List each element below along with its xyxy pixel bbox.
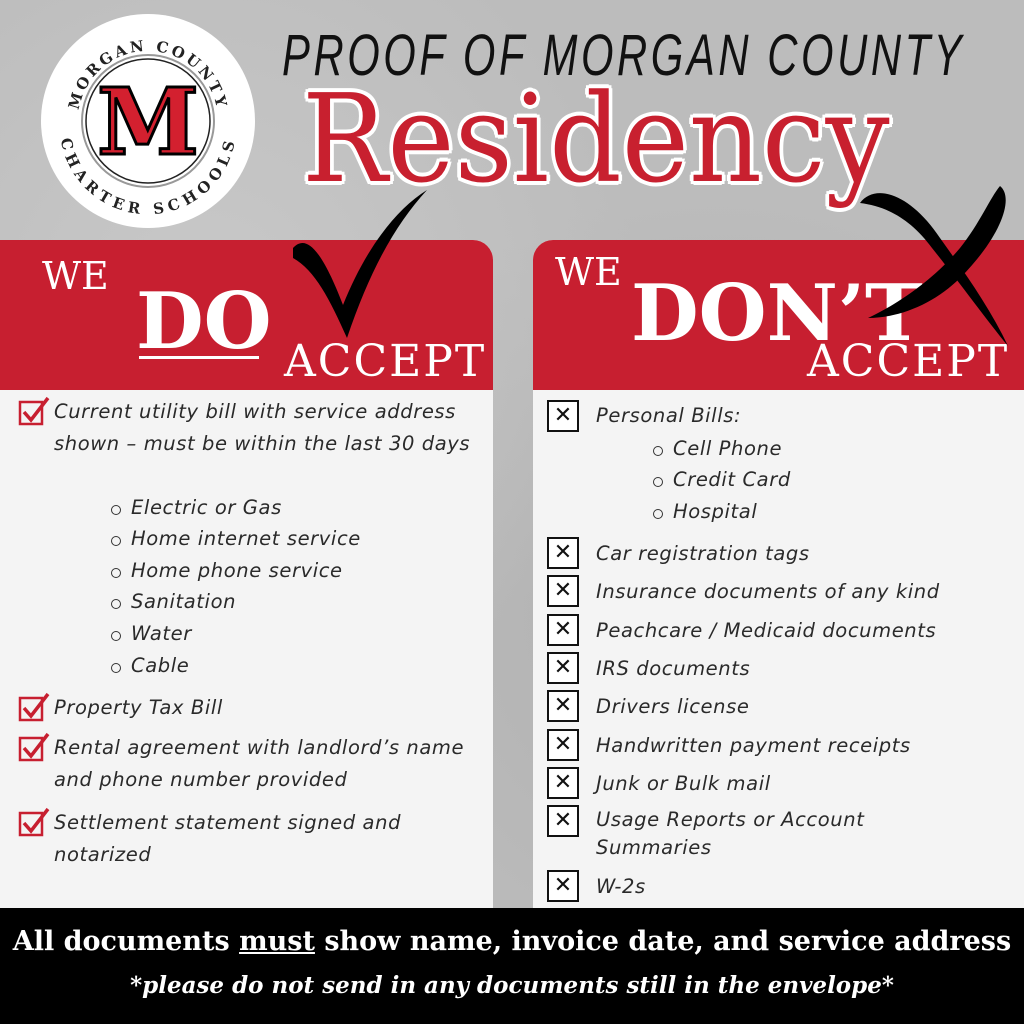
footer-banner: All documents must show name, invoice da… [0,908,1024,1024]
x-box-icon: ✕ [547,537,579,569]
sub-item: Electric or Gas [111,496,282,519]
sub-item: Water [111,622,192,645]
sub-item: Cell Phone [652,437,783,460]
proof-heading: PROOF OF MORGAN COUNTY [282,23,966,88]
red-checkbox-icon [18,807,50,837]
big-checkmark-icon [293,190,427,338]
big-x-icon [860,186,1008,346]
accept-label: ACCEPT [807,336,1010,387]
red-checkbox-icon [18,396,50,426]
sub-item: Hospital [652,500,758,523]
we-dont-accept-panel: WE DON’T ACCEPT ✕ Personal Bills: Cell P… [533,240,1024,908]
x-box-icon: ✕ [547,870,579,902]
we-do-accept-header: WE DO ACCEPT [0,240,493,390]
x-box-icon: ✕ [547,767,579,799]
x-box-icon: ✕ [547,614,579,646]
school-logo: MORGAN COUNTY CHARTER SCHOOLS M [41,14,255,228]
x-box-icon: ✕ [547,400,579,432]
do-underline [139,356,259,359]
sub-item: Credit Card [653,468,791,491]
sub-item: Cable [110,654,190,677]
footer-note: *please do not send in any documents sti… [130,972,894,999]
footer-requirement: All documents must show name, invoice da… [12,926,1012,957]
svg-text:M: M [97,68,199,176]
sub-item: Home phone service [111,559,343,582]
must-emphasis: must [239,926,315,957]
x-box-icon: ✕ [547,805,579,837]
we-label: WE [42,254,109,298]
x-box-icon: ✕ [547,575,579,607]
do-label: DO [136,276,272,367]
accept-label: ACCEPT [284,336,487,387]
we-label: WE [555,250,622,294]
we-do-accept-panel: WE DO ACCEPT Current utility bill with s… [0,240,493,908]
x-box-icon: ✕ [547,729,579,761]
we-dont-accept-header: WE DON’T ACCEPT [533,240,1024,390]
dont-label: DON’T [631,268,924,359]
sub-item: Sanitation [110,590,237,613]
red-checkbox-icon [18,692,50,722]
residency-title: Residency [302,68,890,210]
sub-item: Home internet service [111,527,361,550]
x-box-icon: ✕ [547,690,579,722]
red-checkbox-icon [18,732,50,762]
x-box-icon: ✕ [547,652,579,684]
